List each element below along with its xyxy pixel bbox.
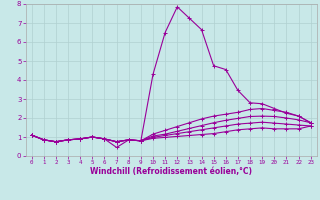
X-axis label: Windchill (Refroidissement éolien,°C): Windchill (Refroidissement éolien,°C) (90, 167, 252, 176)
